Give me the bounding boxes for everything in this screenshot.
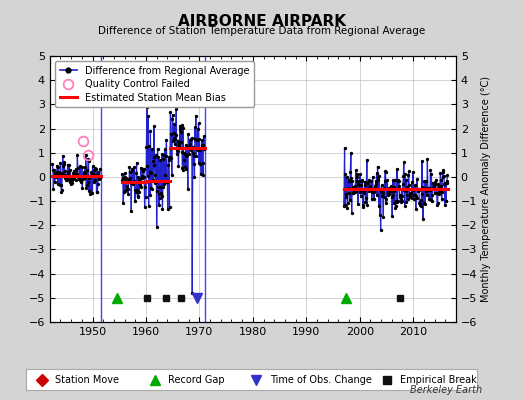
Text: Time of Obs. Change: Time of Obs. Change (269, 374, 372, 385)
Text: Empirical Break: Empirical Break (400, 374, 477, 385)
Text: Berkeley Earth: Berkeley Earth (410, 385, 482, 395)
Text: Station Move: Station Move (56, 374, 119, 385)
Text: AIRBORNE AIRPARK: AIRBORNE AIRPARK (178, 14, 346, 29)
Text: Record Gap: Record Gap (168, 374, 225, 385)
Text: Difference of Station Temperature Data from Regional Average: Difference of Station Temperature Data f… (99, 26, 425, 36)
Legend: Difference from Regional Average, Quality Control Failed, Estimated Station Mean: Difference from Regional Average, Qualit… (54, 61, 254, 107)
Y-axis label: Monthly Temperature Anomaly Difference (°C): Monthly Temperature Anomaly Difference (… (482, 76, 492, 302)
